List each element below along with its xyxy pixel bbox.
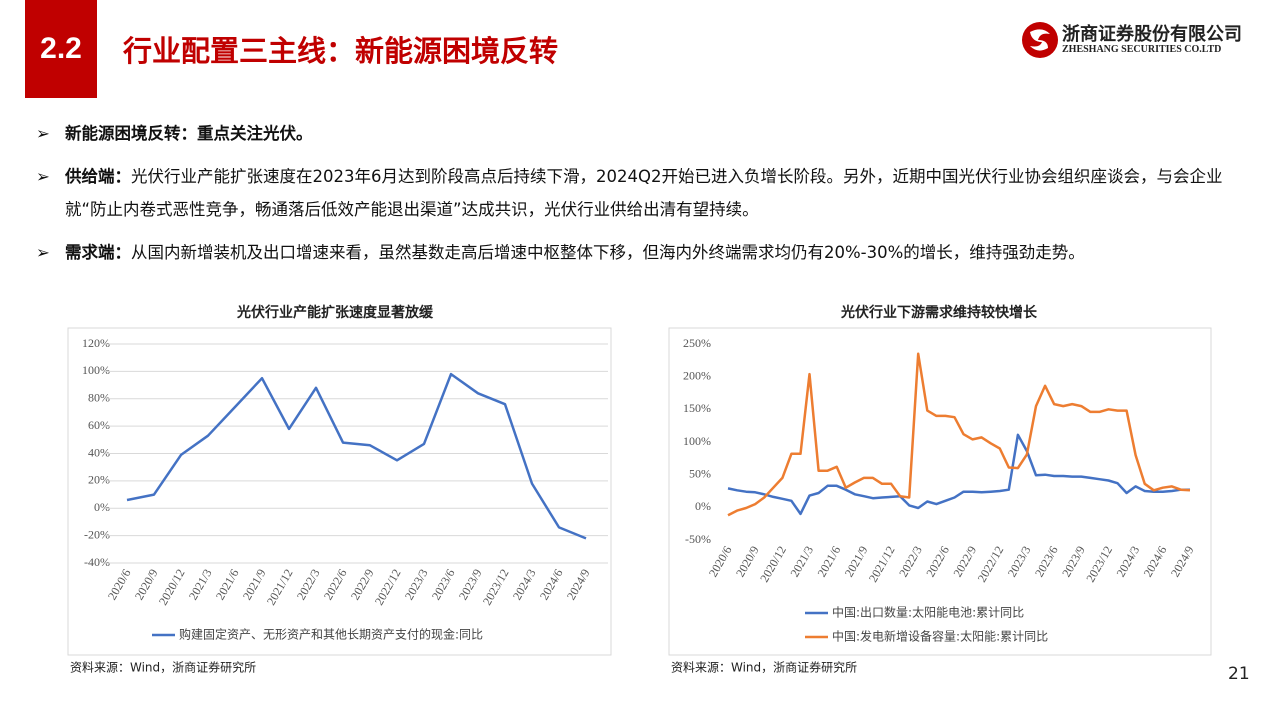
x-tick-label: 2023/12 [1083,544,1115,585]
chart-title: 光伏行业产能扩张速度显著放缓 [236,304,434,321]
y-tick-label: 60% [88,418,110,432]
x-tick-label: 2024/3 [1113,544,1142,580]
y-tick-label: -20% [84,527,110,541]
x-tick-label: 2022/12 [372,567,404,608]
data-line [126,372,587,540]
source-note: 资料来源：Wind，浙商证券研究所 [671,660,857,675]
y-tick-label: 100% [82,363,110,377]
x-tick-label: 2021/3 [787,544,816,580]
x-tick-label: 2024/9 [564,567,593,603]
y-tick-label: 150% [683,401,711,415]
x-tick-label: 2023/12 [480,567,512,608]
x-tick-label: 2021/6 [815,544,844,580]
y-tick-label: 80% [88,391,110,405]
x-tick-label: 2021/3 [186,567,215,603]
x-tick-label: 2022/6 [923,544,952,580]
y-tick-label: 0% [94,500,110,514]
page-number: 21 [1228,664,1250,684]
bullet: ➢ 新能源困境反转：重点关注光伏。 [36,124,313,143]
x-tick-label: 2020/12 [156,567,188,608]
y-tick-label: 250% [683,336,711,350]
x-tick-label: 2022/3 [294,567,323,603]
x-tick-label: 2020/9 [132,567,161,603]
bullet: ➢ 需求端：从国内新增装机及出口增速来看，虽然基数走高后增速中枢整体下移，但海内外… [36,243,1085,262]
x-tick-label: 2024/9 [1168,544,1197,580]
section-number: 2.2 [25,0,97,98]
bullet-text: 光伏行业产能扩张速度在2023年6月达到阶段高点后持续下滑，2024Q2开始已进… [65,167,1223,219]
legend-label: 中国:发电新增设备容量:太阳能:累计同比 [832,629,1048,644]
x-tick-label: 2022/9 [950,544,979,580]
x-tick-label: 2023/6 [1032,544,1061,580]
y-tick-label: 50% [689,466,711,480]
x-tick-label: 2024/6 [537,567,566,603]
bullet-text: 从国内新增装机及出口增速来看，虽然基数走高后增速中枢整体下移，但海内外终端需求均… [131,243,1085,262]
chart-frame [67,327,612,656]
x-tick-label: 2024/3 [510,567,539,603]
company-name: 浙商证券股份有限公司 [1062,24,1242,45]
x-tick-label: 2020/6 [706,544,735,580]
y-tick-label: 120% [82,336,110,350]
legend-label: 购建固定资产、无形资产和其他长期资产支付的现金:同比 [179,627,483,642]
y-tick-label: -40% [84,555,110,569]
x-tick-label: 2021/12 [866,544,898,585]
bullet: ➢ 供给端：光伏行业产能扩张速度在2023年6月达到阶段高点后持续下滑，2024Q… [36,167,1223,219]
x-tick-label: 2023/6 [429,567,458,603]
data-line [727,433,1190,516]
company-name-en: ZHESHANG SECURITIES CO.LTD [1062,44,1222,55]
legend-label: 中国:出口数量:太阳能电池:累计同比 [832,605,1024,620]
x-tick-label: 2020/6 [105,567,134,603]
x-tick-label: 2023/9 [1059,544,1088,580]
y-tick-label: -50% [685,532,711,546]
x-tick-label: 2021/9 [842,544,871,580]
x-tick-label: 2023/3 [402,567,431,603]
x-tick-label: 2020/12 [757,544,789,585]
y-tick-label: 20% [88,473,110,487]
bullet-label: 需求端： [65,243,131,262]
x-tick-label: 2022/9 [348,567,377,603]
x-tick-label: 2021/9 [240,567,269,603]
source-note: 资料来源：Wind，浙商证券研究所 [70,660,256,675]
x-tick-label: 2024/6 [1141,544,1170,580]
bullet-label: 供给端： [65,167,131,186]
x-tick-label: 2021/6 [213,567,242,603]
y-tick-label: 200% [683,368,711,382]
y-tick-label: 100% [683,434,711,448]
x-tick-label: 2021/12 [264,567,296,608]
x-tick-label: 2022/3 [896,544,925,580]
x-tick-label: 2022/6 [321,567,350,603]
x-tick-label: 2022/12 [975,543,1007,584]
y-tick-label: 0% [695,499,711,513]
chart-frame [668,327,1212,656]
logo-icon [1022,22,1058,58]
charts: 光伏行业产能扩张速度显著放缓 -40% -20% 0% 20% 40% 60% 80% 100%… [67,304,1212,675]
y-tick-label: 40% [88,445,110,459]
x-tick-label: 2023/3 [1005,544,1034,580]
page-title: 行业配置三主线：新能源困境反转 [123,34,559,68]
data-line [727,352,1191,517]
x-tick-label: 2020/9 [733,544,762,580]
x-tick-label: 2023/9 [456,567,485,603]
chart-title: 光伏行业下游需求维持较快增长 [840,304,1038,321]
bullet-label: 新能源困境反转：重点关注光伏。 [65,124,313,143]
